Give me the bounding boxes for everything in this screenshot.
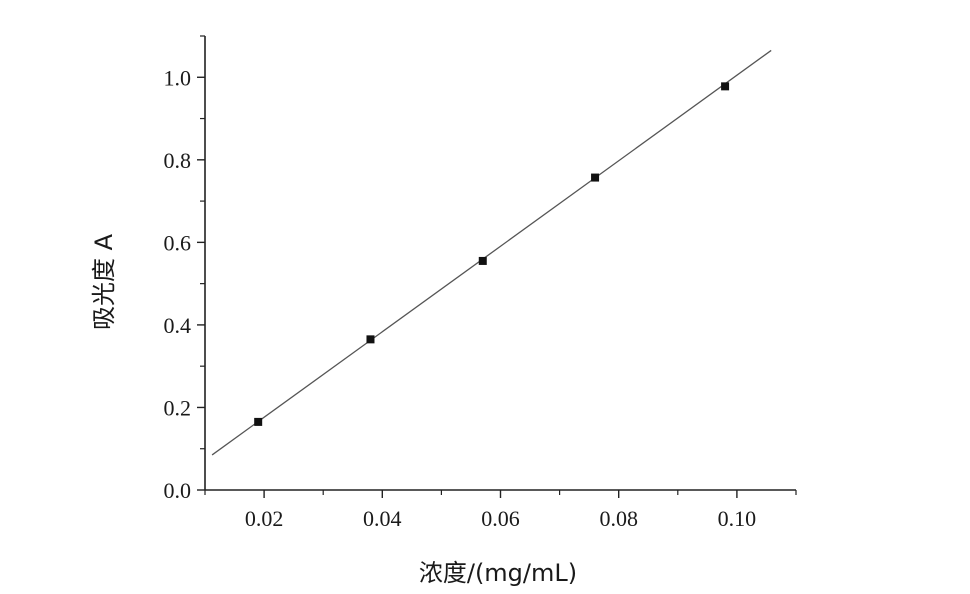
fit-line — [211, 49, 772, 456]
x-tick-label: 0.08 — [599, 506, 638, 531]
data-point — [366, 335, 375, 344]
y-tick-label: 0.2 — [164, 395, 192, 420]
y-tick-label: 0.0 — [164, 478, 192, 503]
x-tick-label: 0.10 — [718, 506, 757, 531]
y-tick-label: 0.6 — [164, 230, 192, 255]
y-tick-label: 0.4 — [164, 313, 192, 338]
data-point — [591, 173, 600, 182]
y-axis-title: 吸光度 A — [90, 233, 118, 330]
tick-labels: 0.02 0.04 0.06 0.08 0.10 0.0 0.2 0.4 0.6 0.8 1.0 — [164, 65, 757, 531]
y-tick-label: 1.0 — [164, 65, 192, 90]
x-tick-label: 0.02 — [245, 506, 284, 531]
data-points — [254, 82, 730, 426]
axes — [197, 35, 797, 498]
x-tick-label: 0.06 — [481, 506, 520, 531]
x-tick-label: 0.04 — [363, 506, 402, 531]
y-tick-label: 0.8 — [164, 148, 192, 173]
fit-line-group — [211, 49, 772, 456]
data-point — [254, 417, 263, 426]
data-point — [721, 82, 730, 91]
data-point — [478, 256, 487, 265]
x-axis-title: 浓度/(mg/mL) — [419, 559, 577, 587]
